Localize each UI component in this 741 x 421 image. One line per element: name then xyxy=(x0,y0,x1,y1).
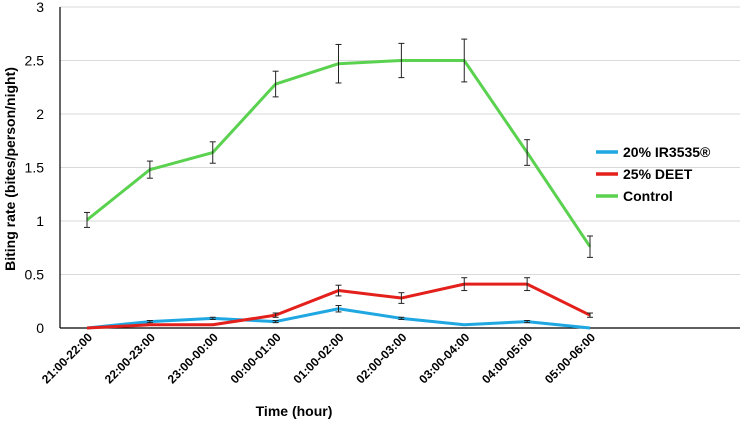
axes xyxy=(59,7,740,329)
x-tick-label: 02:00-03:00 xyxy=(353,330,409,386)
legend-label: 25% DEET xyxy=(623,166,693,182)
error-bar xyxy=(587,312,593,318)
error-bar xyxy=(146,160,153,179)
y-axis-title: Biting rate (bites/person/night) xyxy=(2,67,18,271)
gridlines xyxy=(60,6,740,275)
x-tick-label: 22:00-23:00 xyxy=(102,330,158,386)
x-tick-label: 04:00-05:00 xyxy=(479,330,535,386)
y-tick-label: 0 xyxy=(36,320,44,336)
series-1 xyxy=(86,277,593,330)
error-bar xyxy=(272,320,279,324)
x-tick-label: 05:00-06:00 xyxy=(542,330,598,386)
series-line xyxy=(86,59,592,248)
error-bar xyxy=(587,235,593,258)
error-bar xyxy=(398,316,405,320)
error-bar xyxy=(335,284,342,297)
error-bar xyxy=(524,277,531,292)
series-group xyxy=(84,38,593,330)
error-bar xyxy=(272,312,279,318)
error-bar xyxy=(524,139,531,166)
y-tick-label: 2.5 xyxy=(25,53,45,69)
error-bar xyxy=(398,42,405,79)
legend-label: Control xyxy=(623,188,673,204)
y-tick-label: 0.5 xyxy=(25,267,45,283)
series-2 xyxy=(84,38,593,258)
legend-label: 20% IR3535® xyxy=(623,144,711,160)
legend-item: Control xyxy=(596,188,673,204)
error-bar xyxy=(461,38,468,83)
x-axis-title: Time (hour) xyxy=(256,403,333,419)
legend-item: 25% DEET xyxy=(596,166,693,182)
error-bar xyxy=(209,316,216,320)
error-bar xyxy=(335,43,342,84)
legend-item: 20% IR3535® xyxy=(596,144,711,160)
y-tick-label: 3 xyxy=(36,0,44,15)
x-tick-labels: 21:00-22:00 22:00-23:00 23:00-00:00 00:00-0… xyxy=(39,330,598,386)
y-tick-labels: 0 0.5 1 1.5 2 2.5 3 xyxy=(25,0,45,336)
error-bar xyxy=(398,292,405,304)
legend: 20% IR3535® 25% DEET Control xyxy=(596,144,711,204)
x-tick-label: 21:00-22:00 xyxy=(39,330,95,386)
error-bar xyxy=(146,320,153,324)
series-0 xyxy=(86,305,591,330)
x-tick-label: 00:00-01:00 xyxy=(228,330,284,386)
x-tick-label: 01:00-02:00 xyxy=(290,330,346,386)
error-bar xyxy=(84,211,90,228)
error-bar xyxy=(209,141,216,164)
y-tick-label: 1 xyxy=(36,213,44,229)
x-tick-label: 03:00-04:00 xyxy=(416,330,472,386)
error-bar xyxy=(461,277,468,292)
error-bar xyxy=(335,305,342,313)
error-bar xyxy=(524,320,531,324)
y-tick-label: 1.5 xyxy=(25,160,45,176)
x-tick-label: 23:00-00:00 xyxy=(165,330,221,386)
error-bar xyxy=(272,70,279,98)
y-tick-label: 2 xyxy=(36,106,44,122)
